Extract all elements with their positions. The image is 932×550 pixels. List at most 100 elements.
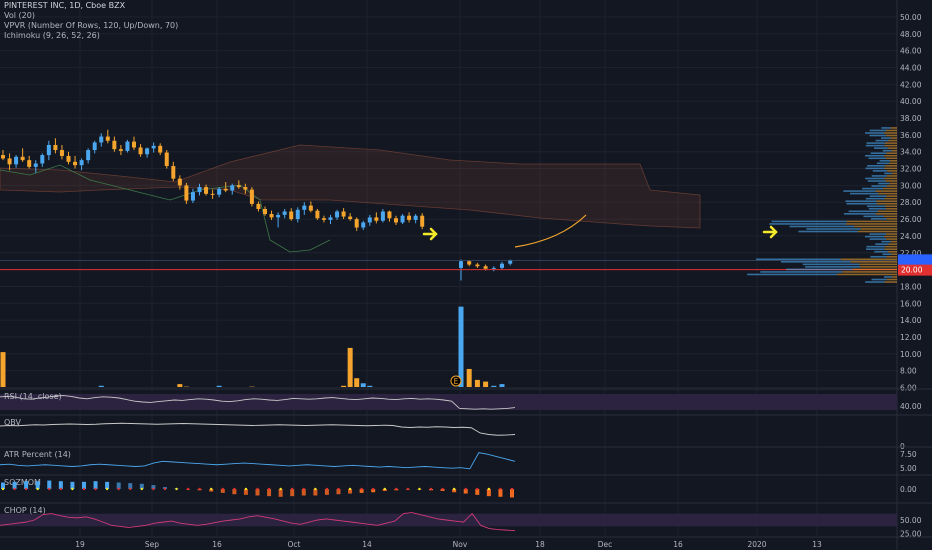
candle-body[interactable] [413, 215, 418, 220]
candle-body[interactable] [341, 211, 346, 217]
candle-body[interactable] [118, 149, 123, 151]
candle-body[interactable] [308, 205, 313, 211]
candle-body[interactable] [276, 214, 281, 218]
candle-body[interactable] [164, 152, 169, 167]
vpvr-row-up [806, 228, 861, 230]
candle-body[interactable] [33, 163, 38, 167]
momentum-bar [70, 481, 75, 489]
candle-body[interactable] [321, 218, 326, 220]
candle-body[interactable] [14, 156, 19, 165]
squeeze-dot [302, 487, 305, 491]
momentum-bar [324, 489, 329, 495]
candle-body[interactable] [217, 188, 222, 195]
candle-body[interactable] [269, 214, 274, 218]
candle-body[interactable] [483, 266, 488, 269]
candle-body[interactable] [467, 261, 472, 265]
candle-body[interactable] [387, 211, 392, 219]
candle-body[interactable] [263, 208, 267, 215]
ichimoku-legend[interactable]: Ichimoku (9, 26, 52, 26) [4, 31, 100, 40]
candle-body[interactable] [197, 187, 202, 193]
candle-body[interactable] [500, 263, 504, 268]
candle-body[interactable] [40, 155, 45, 164]
candle-body[interactable] [7, 158, 12, 165]
candle-body[interactable] [335, 211, 340, 218]
candle-body[interactable] [420, 215, 425, 227]
candle-body[interactable] [66, 155, 71, 162]
candle-body[interactable] [361, 222, 366, 228]
candle-body[interactable] [491, 267, 496, 269]
symbol-title[interactable]: PINTEREST INC, 1D, Cboe BZX [4, 1, 126, 10]
candle-body[interactable] [73, 161, 78, 166]
candle-body[interactable] [295, 209, 300, 220]
candle-body[interactable] [315, 210, 320, 219]
volume-legend[interactable]: Vol (20) [4, 11, 35, 20]
candle-body[interactable] [407, 215, 412, 220]
candle-body[interactable] [92, 142, 97, 151]
candle-body[interactable] [367, 217, 372, 223]
candle-body[interactable] [223, 188, 228, 191]
vpvr-row-down [884, 167, 897, 170]
earnings-marker[interactable] [450, 375, 462, 387]
candle-body[interactable] [59, 150, 64, 156]
indicator-title[interactable]: OBV [4, 418, 22, 427]
candle-body[interactable] [151, 145, 156, 149]
volume-bar [0, 352, 6, 387]
time-axis-label: 16 [212, 540, 222, 549]
candle-body[interactable] [302, 205, 307, 210]
time-axis-label: Dec [598, 540, 613, 549]
candle-body[interactable] [171, 166, 176, 179]
candle-body[interactable] [46, 144, 51, 156]
time-axis-label: 2020 [747, 540, 766, 549]
candle-body[interactable] [20, 156, 25, 161]
volume-bar [347, 347, 353, 387]
candle-body[interactable] [400, 215, 405, 223]
candle-body[interactable] [210, 193, 215, 195]
candle-body[interactable] [177, 178, 182, 186]
squeeze-dot [325, 487, 329, 491]
candle-body[interactable] [394, 218, 398, 223]
candle-body[interactable] [256, 203, 261, 209]
momentum-bar [290, 489, 295, 497]
candle-body[interactable] [236, 185, 241, 188]
candle-body[interactable] [230, 185, 235, 191]
indicator-title[interactable]: RSI (14, close) [4, 392, 62, 401]
candle-body[interactable] [79, 160, 84, 166]
candle-body[interactable] [243, 187, 248, 190]
candle-body[interactable] [27, 160, 32, 167]
last-price-badge [898, 264, 932, 276]
candle-body[interactable] [158, 145, 163, 153]
candle-body[interactable] [380, 211, 385, 221]
candle-body[interactable] [289, 211, 294, 220]
candle-body[interactable] [508, 260, 513, 264]
candle-body[interactable] [138, 147, 143, 155]
current-price-badge [898, 254, 932, 266]
squeeze-dot [210, 487, 213, 491]
indicator-title[interactable]: ATR Percent (14) [4, 450, 71, 459]
candle-body[interactable] [354, 219, 359, 228]
candle-body[interactable] [125, 141, 130, 151]
vpvr-row-up [882, 253, 892, 256]
candle-body[interactable] [328, 217, 333, 220]
candle-body[interactable] [459, 261, 463, 268]
candle-body[interactable] [282, 211, 287, 215]
momentum-bar [359, 489, 364, 493]
candle-body[interactable] [475, 264, 480, 267]
candle-body[interactable] [249, 189, 254, 204]
candle-body[interactable] [99, 136, 104, 143]
candle-body[interactable] [132, 141, 136, 148]
candle-body[interactable] [204, 187, 209, 194]
candle-body[interactable] [374, 217, 379, 221]
candle-body[interactable] [1, 155, 5, 159]
candle-body[interactable] [145, 148, 150, 155]
vpvr-legend[interactable]: VPVR (Number Of Rows, 120, Up/Down, 70) [4, 21, 179, 30]
candle-body[interactable] [112, 140, 117, 150]
candle-body[interactable] [184, 185, 189, 201]
candle-body[interactable] [86, 150, 91, 161]
candle-body[interactable] [105, 136, 110, 141]
indicator-title[interactable]: SQZMOM [4, 478, 41, 487]
candle-body[interactable] [348, 216, 353, 220]
candle-body[interactable] [190, 192, 195, 201]
candle-body[interactable] [53, 144, 58, 151]
indicator-title[interactable]: CHOP (14) [4, 506, 46, 515]
